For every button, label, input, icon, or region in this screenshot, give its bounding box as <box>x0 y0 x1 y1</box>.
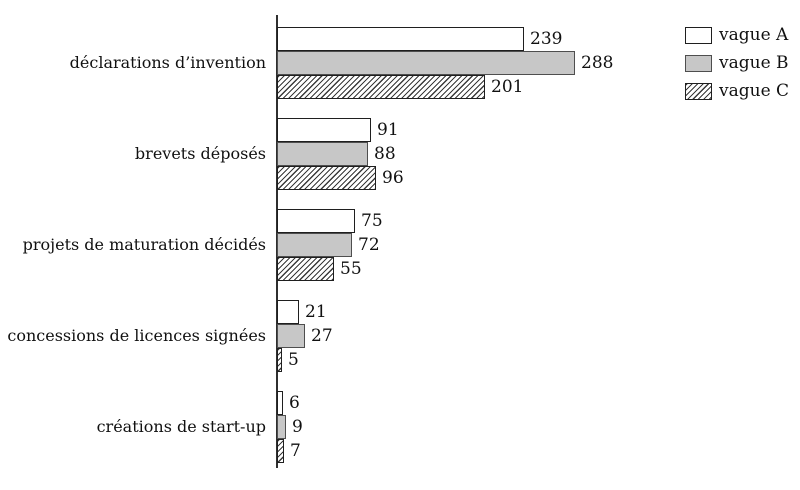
value-label: 27 <box>311 326 333 346</box>
bar-white <box>277 391 283 415</box>
legend-item-vague-b: vague B <box>685 54 789 73</box>
value-label: 239 <box>530 29 563 49</box>
value-label: 6 <box>289 393 300 413</box>
bar-gray <box>277 324 305 348</box>
value-label: 7 <box>290 441 301 461</box>
bar-white <box>277 300 299 324</box>
bar-hatch <box>277 75 485 99</box>
legend-item-vague-a: vague A <box>685 26 789 45</box>
legend-label: vague A <box>719 25 789 45</box>
value-label: 5 <box>288 350 299 370</box>
bar-hatch <box>277 439 284 463</box>
bar-hatch <box>277 166 376 190</box>
value-label: 96 <box>382 168 404 188</box>
legend-swatch-gray <box>685 55 712 72</box>
value-label: 201 <box>491 77 524 97</box>
bar-gray <box>277 51 575 75</box>
value-label: 91 <box>377 120 399 140</box>
category-label: brevets déposés <box>134 144 266 163</box>
bar-white <box>277 118 371 142</box>
legend-label: vague C <box>719 81 790 101</box>
value-label: 88 <box>374 144 396 164</box>
legend-label: vague B <box>719 53 789 73</box>
bar-hatch <box>277 257 334 281</box>
legend: vague A vague B vague C <box>685 26 789 101</box>
bar-gray <box>277 233 352 257</box>
bar-gray <box>277 415 286 439</box>
category-label: projets de maturation décidés <box>22 235 266 254</box>
bar-hatch <box>277 348 282 372</box>
legend-swatch-white <box>685 27 712 44</box>
legend-swatch-hatch <box>685 83 712 100</box>
value-label: 9 <box>292 417 303 437</box>
category-label: déclarations d’invention <box>69 53 266 72</box>
legend-item-vague-c: vague C <box>685 82 789 101</box>
value-label: 72 <box>358 235 380 255</box>
bar-white <box>277 209 355 233</box>
value-label: 55 <box>340 259 362 279</box>
value-label: 21 <box>305 302 327 322</box>
bar-white <box>277 27 524 51</box>
value-label: 288 <box>581 53 614 73</box>
category-label: créations de start-up <box>96 417 266 436</box>
bar-gray <box>277 142 368 166</box>
category-label: concessions de licences signées <box>7 326 266 345</box>
value-label: 75 <box>361 211 383 231</box>
